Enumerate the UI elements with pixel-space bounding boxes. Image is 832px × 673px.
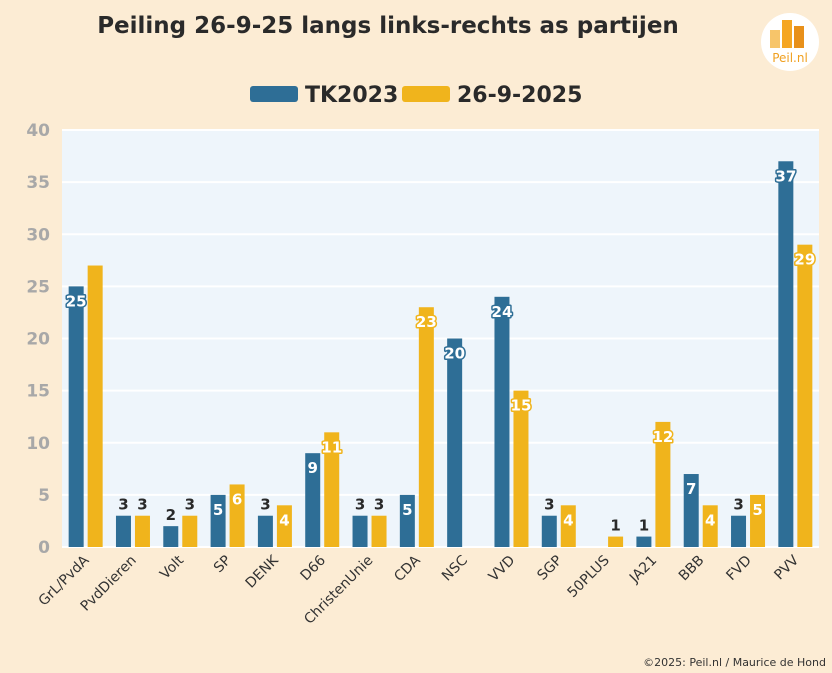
- data-label: 25: [66, 292, 87, 310]
- data-label: 5: [752, 501, 762, 519]
- bar-tk2023: [305, 453, 321, 547]
- data-label: 1: [610, 517, 620, 535]
- data-label: 4: [279, 511, 289, 529]
- chart-title: Peiling 26-9-25 langs links-rechts as pa…: [97, 13, 679, 39]
- bar-poll-2025: [797, 244, 813, 548]
- legend-swatch: [250, 86, 298, 102]
- data-label: 24: [492, 303, 513, 321]
- bar-poll-2025: [87, 265, 103, 547]
- y-tick-label: 10: [26, 434, 50, 454]
- data-label: 7: [686, 480, 696, 498]
- bar-poll-2025: [608, 536, 624, 547]
- bar-poll-2025: [655, 421, 671, 547]
- bar-poll-2025: [560, 505, 576, 547]
- x-tick-label: CDA: [391, 552, 424, 585]
- data-label: 3: [355, 496, 365, 514]
- data-label: 3: [544, 496, 554, 514]
- x-tick-label: SGP: [534, 553, 565, 584]
- data-label: 4: [563, 511, 573, 529]
- bar-tk2023: [68, 286, 84, 547]
- x-tick-label: JA21: [626, 553, 660, 587]
- x-tick-label: BBB: [676, 553, 708, 585]
- x-tick-label: NSC: [439, 552, 471, 584]
- y-tick-label: 5: [38, 486, 50, 506]
- bar-tk2023: [636, 536, 652, 547]
- bar-poll-2025: [418, 307, 434, 547]
- bar-poll-2025: [750, 494, 766, 547]
- bars: [68, 161, 813, 548]
- data-label: 3: [118, 496, 128, 514]
- bar-tk2023: [115, 515, 131, 547]
- legend-label: TK2023: [305, 83, 398, 108]
- x-tick-label: PVV: [771, 552, 802, 583]
- bar-tk2023: [494, 296, 510, 547]
- bar-poll-2025: [229, 484, 245, 547]
- y-tick-label: 20: [26, 330, 50, 350]
- y-tick-label: 30: [26, 225, 50, 245]
- x-tick-label: FVD: [723, 553, 754, 584]
- bar-tk2023: [163, 526, 179, 547]
- bar-tk2023: [210, 494, 226, 547]
- bar-poll-2025: [324, 432, 340, 547]
- legend: TK2023 26-9-2025: [250, 83, 582, 108]
- y-tick-label: 0: [38, 538, 50, 558]
- bar-poll-2025: [182, 515, 198, 547]
- data-label: 9: [308, 459, 318, 477]
- data-label: 1: [639, 517, 649, 535]
- legend-label: 26-9-2025: [457, 83, 582, 108]
- data-label: 29: [794, 251, 815, 269]
- x-tick-label: Volt: [157, 552, 187, 582]
- bar-tk2023: [257, 515, 273, 547]
- data-label: 2: [166, 506, 176, 524]
- bar-tk2023: [399, 494, 415, 547]
- y-tick-label: 25: [26, 277, 50, 297]
- x-tick-label: SP: [211, 553, 235, 577]
- data-label: 5: [402, 501, 412, 519]
- data-label: 12: [652, 428, 673, 446]
- x-tick-label: VVD: [486, 553, 518, 585]
- data-label: 4: [705, 511, 715, 529]
- data-label: 37: [775, 167, 796, 185]
- data-label: 11: [321, 438, 342, 456]
- bar-poll-2025: [702, 505, 718, 547]
- data-label: 20: [444, 345, 465, 363]
- data-label: 3: [260, 496, 270, 514]
- legend-swatch: [402, 86, 450, 102]
- x-tick-label: 50PLUS: [564, 552, 613, 601]
- bar-tk2023: [683, 474, 699, 547]
- data-label: 6: [232, 490, 242, 508]
- bar-tk2023: [352, 515, 368, 547]
- x-tick-label: DENK: [243, 552, 283, 592]
- bar-tk2023: [731, 515, 747, 547]
- bar-poll-2025: [371, 515, 387, 547]
- bar-tk2023: [541, 515, 557, 547]
- x-tick-label: D66: [298, 552, 330, 584]
- logo-text: Peil.nl: [772, 51, 808, 65]
- data-label: 3: [137, 496, 147, 514]
- bar-poll-2025: [513, 390, 529, 547]
- data-label: 15: [511, 397, 532, 415]
- y-tick-label: 40: [26, 121, 50, 141]
- y-tick-label: 15: [26, 382, 50, 402]
- bar-tk2023: [447, 338, 463, 547]
- data-label: 3: [185, 496, 195, 514]
- y-tick-label: 35: [26, 173, 50, 193]
- bar-poll-2025: [134, 515, 150, 547]
- data-label: 3: [374, 496, 384, 514]
- data-label: 3: [733, 496, 743, 514]
- bar-tk2023: [778, 161, 794, 547]
- data-label: 23: [416, 313, 437, 331]
- data-label: 5: [213, 501, 223, 519]
- peil-logo: Peil.nl: [761, 13, 819, 71]
- y-axis: 0 5 10 15 20 25 30 35 40: [26, 121, 50, 558]
- copyright-text: ©2025: Peil.nl / Maurice de Hond: [643, 656, 826, 669]
- bar-poll-2025: [276, 505, 292, 547]
